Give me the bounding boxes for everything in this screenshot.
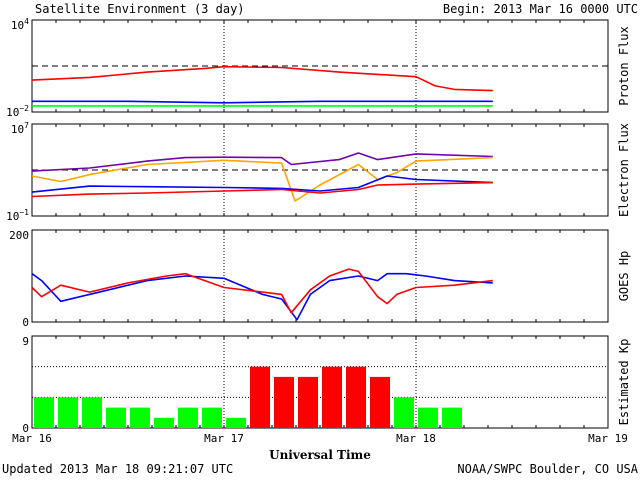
panel-ylabel: GOES Hp — [617, 251, 631, 302]
kp-bar — [154, 417, 174, 428]
chart-title: Satellite Environment (3 day) — [35, 2, 245, 16]
panel-ylabel: Proton Flux — [617, 26, 631, 105]
panel-3: 200 0 GOES Hp — [9, 229, 631, 329]
kp-bar — [130, 407, 150, 428]
kp-bar — [250, 366, 270, 428]
panel-frame — [31, 19, 609, 113]
x-tick-label: Mar 16 — [12, 432, 52, 445]
panel-2: 107 10−1 Electron Flux — [6, 121, 631, 223]
panel-1: 104 10−2 Proton Flux — [6, 17, 631, 119]
y-tick-label-bottom: 10−2 — [6, 104, 29, 119]
series-line-purple — [31, 152, 493, 172]
kp-bar — [370, 376, 390, 428]
kp-bar — [178, 407, 198, 428]
x-tick-label: Mar 17 — [204, 432, 244, 445]
panels-group: 104 10−2 Proton Flux 107 10−1 Electron Flux 20… — [6, 17, 631, 435]
y-tick-label-top: 104 — [11, 17, 29, 32]
x-axis-ticks: Mar 16 Mar 17 Mar 18 Mar 19 — [12, 432, 628, 445]
y-tick-label-bottom: 0 — [22, 422, 29, 435]
panel-ylabel: Electron Flux — [617, 123, 631, 217]
series-line-blue — [31, 272, 493, 321]
series-line-blue — [31, 175, 493, 193]
panel-4: 9 0 Estimated Kp — [22, 335, 631, 435]
x-axis-title: Universal Time — [269, 448, 371, 462]
x-tick-label: Mar 19 — [588, 432, 628, 445]
y-tick-label-top: 107 — [11, 121, 29, 136]
kp-bar — [58, 397, 78, 428]
kp-bar — [34, 397, 54, 428]
panel-frame — [31, 229, 609, 323]
panel-ylabel: Estimated Kp — [617, 339, 631, 426]
kp-bar — [202, 407, 222, 428]
kp-bar — [394, 397, 414, 428]
updated-timestamp: Updated 2013 Mar 18 09:21:07 UTC — [2, 462, 233, 476]
kp-bar — [274, 376, 294, 428]
series-line-red — [31, 181, 493, 198]
y-tick-label-top: 9 — [22, 335, 29, 348]
kp-bar — [322, 366, 342, 428]
y-tick-label-bottom: 10−1 — [6, 208, 29, 223]
y-tick-label-top: 200 — [9, 229, 29, 242]
kp-bar — [442, 407, 462, 428]
y-tick-label-bottom: 0 — [22, 316, 29, 329]
begin-time: Begin: 2013 Mar 16 0000 UTC — [443, 2, 638, 16]
series-line-red — [31, 65, 493, 92]
series-line-blue — [32, 100, 493, 104]
series-line-orange — [31, 156, 493, 202]
kp-bar — [298, 376, 318, 428]
kp-bar — [82, 397, 102, 428]
kp-bar — [226, 417, 246, 428]
x-tick-label: Mar 18 — [396, 432, 436, 445]
kp-bar — [418, 407, 438, 428]
kp-bar — [106, 407, 126, 428]
agency-credit: NOAA/SWPC Boulder, CO USA — [457, 462, 638, 476]
series-line-red — [31, 268, 493, 314]
kp-bar — [346, 366, 366, 428]
